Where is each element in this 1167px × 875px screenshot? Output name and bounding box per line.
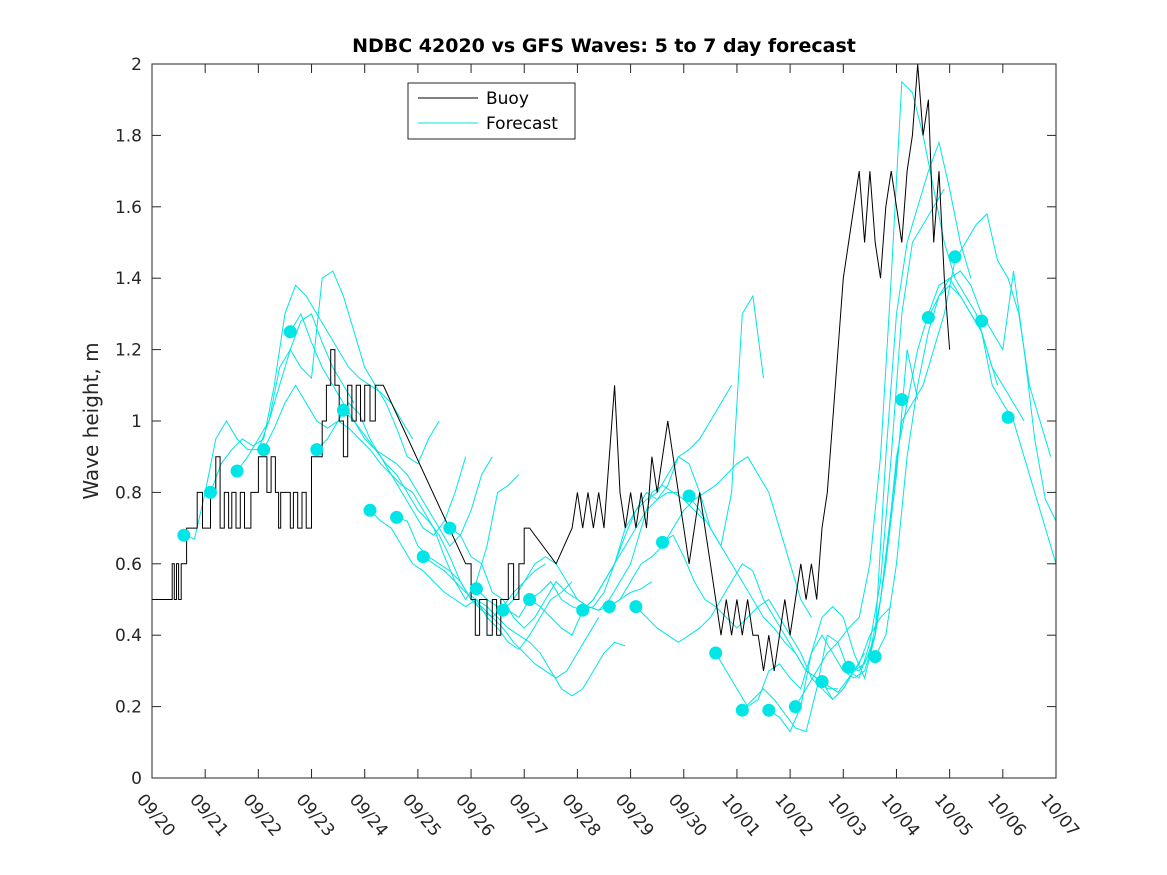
- y-axis-label: Wave height, m: [79, 342, 103, 499]
- forecast-line-18: [662, 534, 866, 701]
- forecast-marker-26: [868, 650, 882, 664]
- forecast-line-6: [316, 420, 520, 601]
- y-tick-label: 2: [131, 55, 142, 75]
- forecast-line-10: [422, 556, 626, 697]
- y-tick-label: 0.2: [115, 698, 142, 718]
- y-axis: 0 0.2 0.4 0.6 0.8 1 1.2 1.4 1.6 1.8 2: [115, 55, 1056, 789]
- forecast-line-27: [927, 284, 1057, 564]
- forecast-line-21: [741, 188, 945, 733]
- forecast-marker-27: [895, 393, 909, 407]
- forecast-marker-8: [363, 503, 377, 517]
- forecast-marker-1: [177, 528, 191, 542]
- forecast-line-9: [396, 516, 600, 679]
- forecast-marker-22: [762, 703, 776, 717]
- forecast-marker-31: [1001, 410, 1015, 424]
- forecast-line-25: [848, 212, 1052, 672]
- forecast-marker-14: [523, 593, 537, 606]
- legend: Buoy Forecast: [407, 82, 576, 140]
- forecast-marker-24: [815, 675, 829, 689]
- y-tick-label: 1: [131, 412, 142, 432]
- forecast-marker-25: [842, 660, 856, 674]
- y-tick-label: 1.8: [115, 126, 142, 146]
- y-tick-label: 1.4: [115, 269, 142, 289]
- forecast-marker-23: [788, 700, 802, 714]
- forecast-marker-6: [310, 443, 324, 457]
- y-tick-label: 1.2: [115, 341, 142, 361]
- chart-title: NDBC 42020 vs GFS Waves: 5 to 7 day fore…: [352, 35, 856, 57]
- forecast-marker-29: [948, 250, 962, 264]
- forecast-marker-18: [656, 535, 669, 549]
- forecast-marker-30: [975, 314, 989, 328]
- forecast-marker-19: [682, 489, 696, 503]
- forecast-marker-7: [336, 403, 350, 417]
- forecast-line-26: [874, 270, 1057, 657]
- forecast-line-4: [263, 384, 467, 536]
- forecast-marker-20: [709, 646, 723, 660]
- forecast-line-8: [369, 509, 573, 651]
- forecast-marker-5: [283, 325, 297, 339]
- forecast-marker-4: [257, 443, 271, 457]
- forecast-marker-28: [921, 311, 935, 324]
- forecast-line-16: [609, 455, 812, 618]
- y-tick-label: 0.8: [115, 483, 142, 503]
- legend-label-buoy: Buoy: [486, 89, 529, 109]
- y-tick-label: 1.6: [115, 198, 142, 218]
- forecast-marker-13: [496, 603, 510, 617]
- y-tick-label: 0.4: [115, 626, 142, 646]
- legend-box: [407, 82, 576, 140]
- forecast-line-23: [794, 80, 998, 707]
- y-tick-label: 0.6: [115, 555, 142, 575]
- forecast-marker-11: [443, 521, 457, 535]
- forecast-line-7: [343, 409, 546, 619]
- forecast-line-15: [582, 294, 764, 611]
- forecast-marker-17: [629, 600, 643, 614]
- forecast-line-3: [236, 270, 440, 472]
- forecast-marker-10: [416, 550, 430, 564]
- y-tick-label: 0: [131, 769, 142, 789]
- buoy-line: [152, 63, 951, 671]
- forecast-marker-21: [735, 703, 749, 717]
- forecast-marker-15: [576, 603, 590, 617]
- series-layer: [152, 63, 1057, 733]
- forecast-line-19: [688, 495, 892, 693]
- forecast-marker-12: [469, 582, 483, 596]
- legend-label-forecast: Forecast: [486, 114, 558, 134]
- forecast-marker-3: [230, 464, 244, 478]
- forecast-marker-9: [390, 510, 404, 524]
- forecast-marker-2: [204, 485, 217, 499]
- forecast-marker-16: [602, 600, 616, 614]
- forecast-line-14: [529, 385, 733, 636]
- forecast-line-5: [289, 312, 493, 547]
